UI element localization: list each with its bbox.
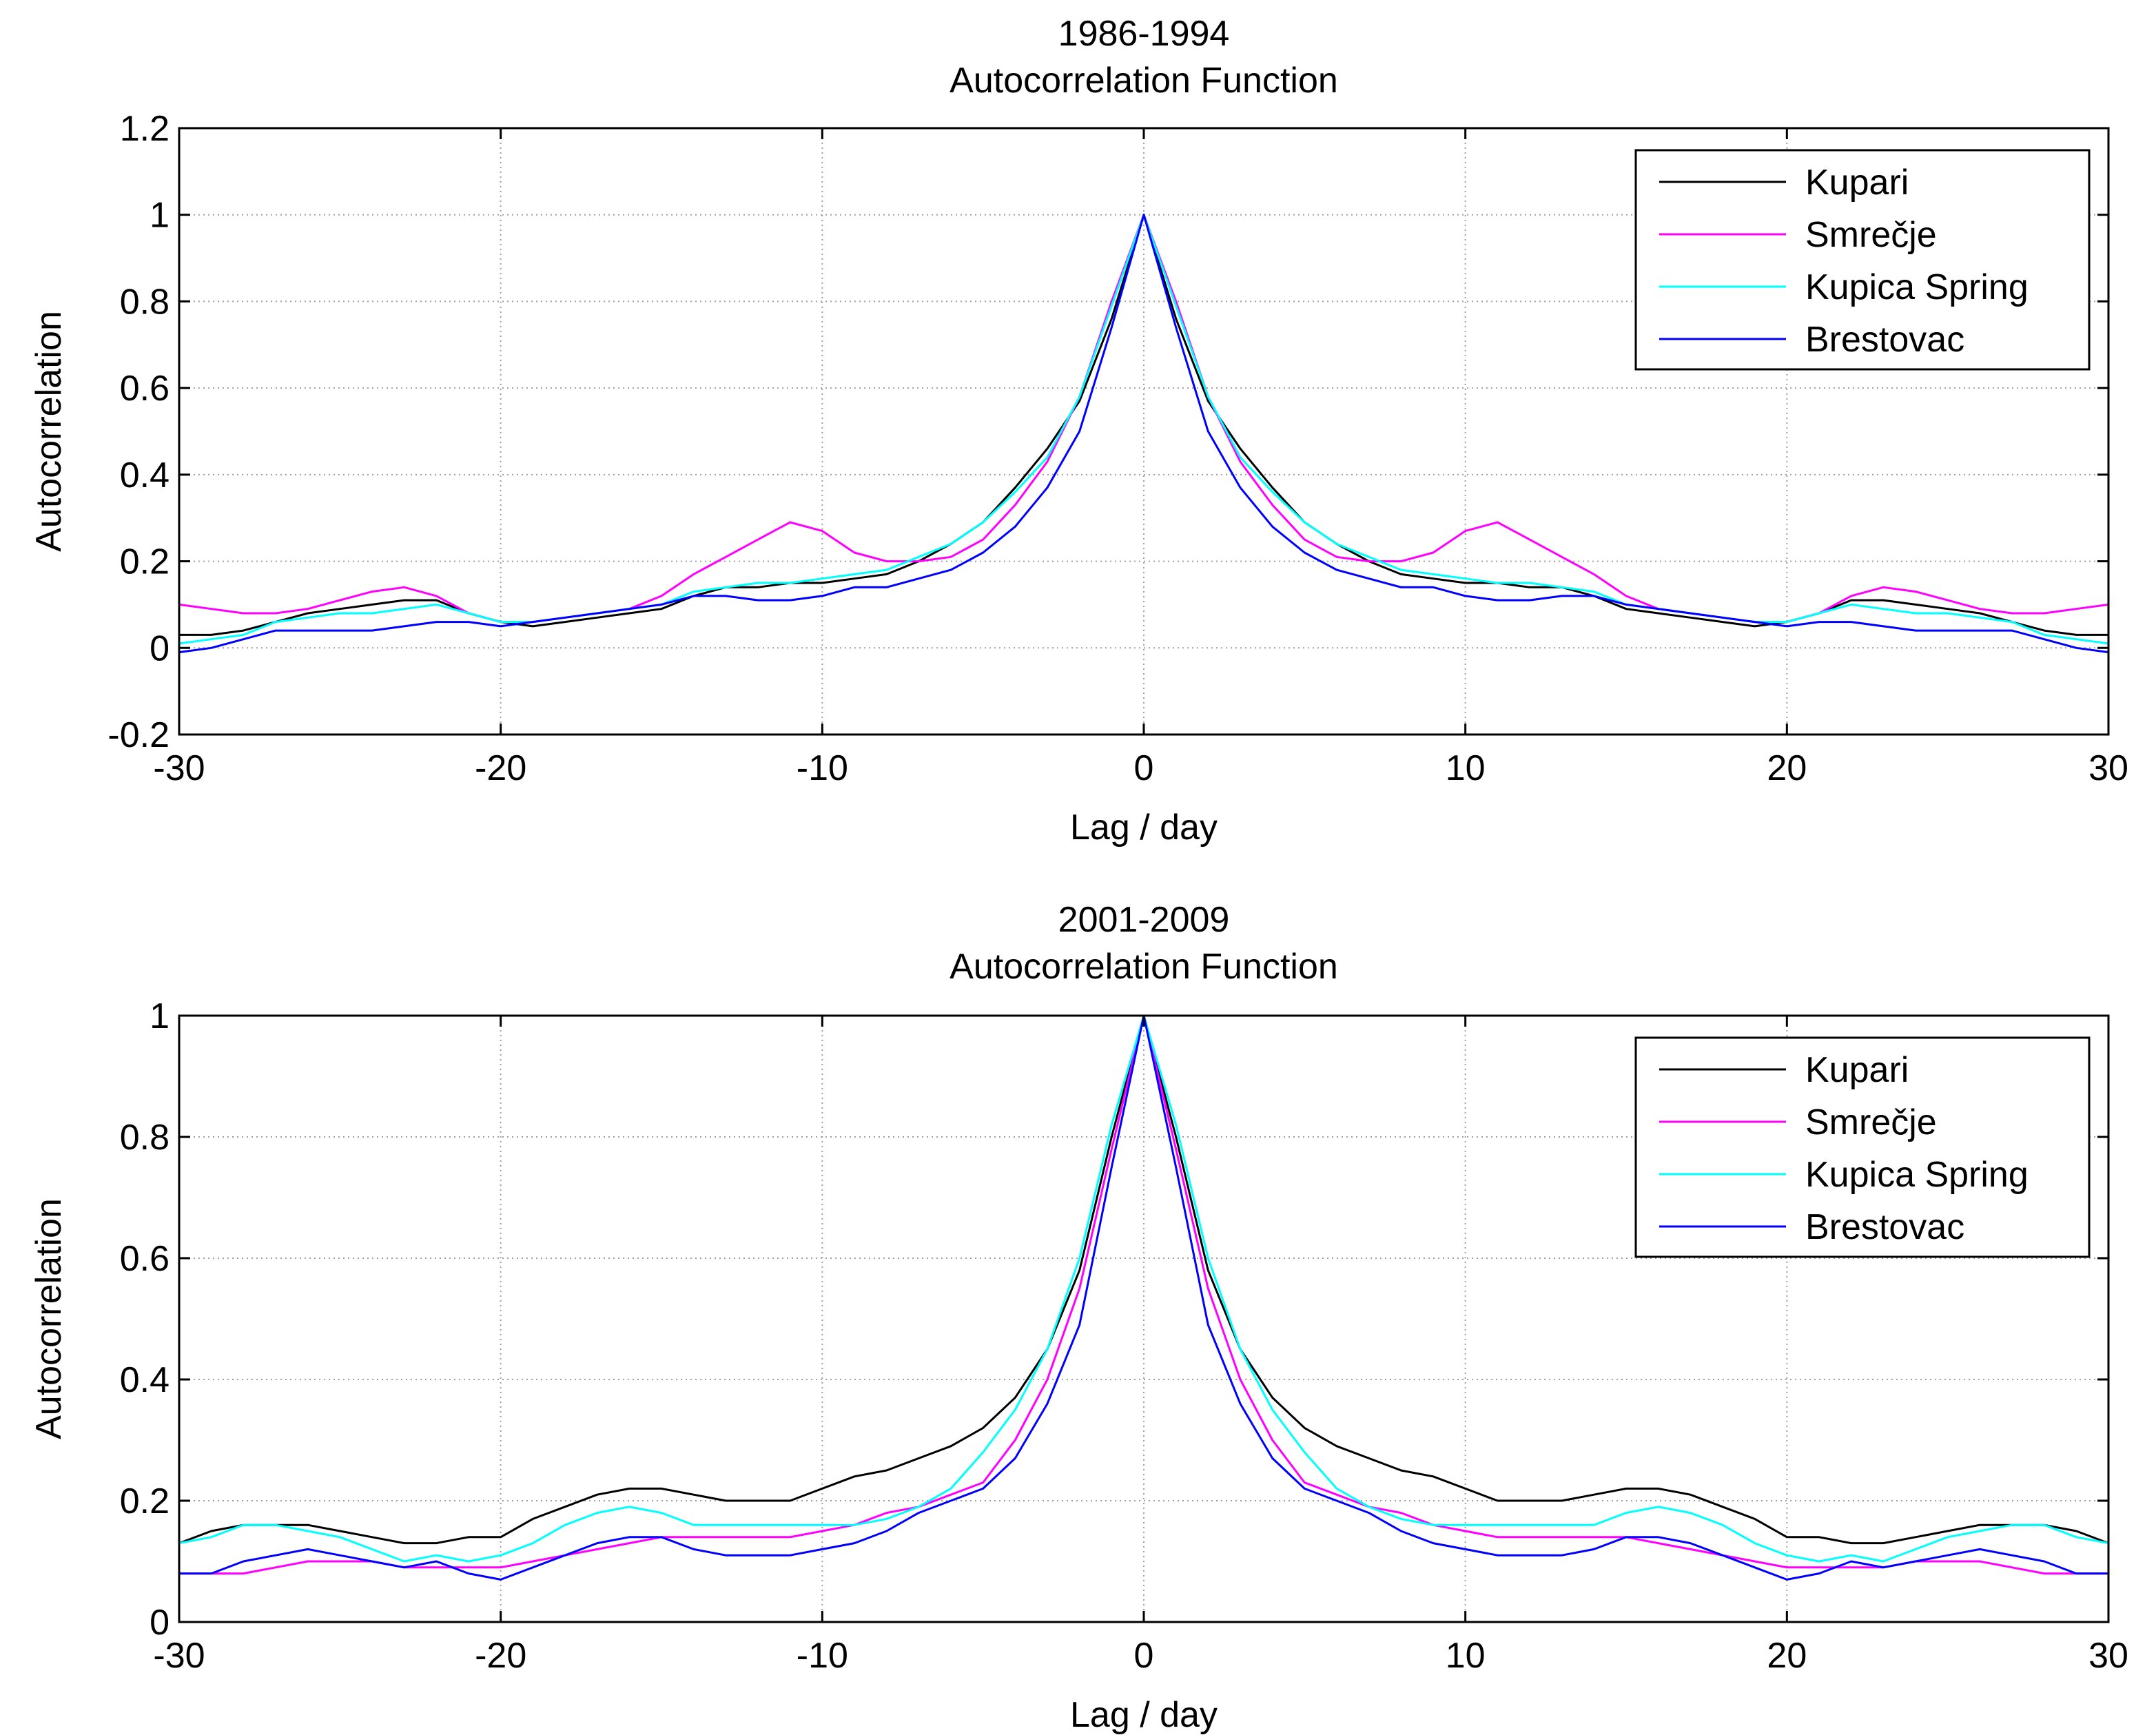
y-tick-label: -0.2	[107, 715, 170, 755]
chart-bottom: -30 -20 -10 0 10 20 30 0 0.2 0.4 0.6 0.8 1 2001-2009…	[29, 900, 2128, 1735]
chart-top: -30 -20 -10 0 10 20 30 -0.2 0 0.2 0.4 0.6 0.8 1 1.2 19…	[29, 14, 2128, 848]
y-tick-label: 0.6	[120, 1239, 170, 1279]
legend-label: Kupari	[1805, 163, 1909, 203]
chart-title-line-1: 2001-2009	[1058, 900, 1230, 940]
x-tick-label: 0	[1134, 748, 1154, 788]
legend-label: Smrečje	[1805, 1102, 1937, 1142]
x-tick-label: -10	[797, 748, 848, 788]
x-tick-label: -20	[475, 1636, 526, 1676]
chart-title-line-1: 1986-1994	[1058, 14, 1230, 54]
y-tick-label: 0.2	[120, 1481, 170, 1521]
y-tick-label: 0	[150, 628, 170, 668]
legend-label: Kupari	[1805, 1050, 1909, 1090]
legend-box	[1634, 149, 2091, 371]
x-tick-label: 10	[1446, 748, 1486, 788]
x-tick-label: 30	[2088, 748, 2128, 788]
chart-title-line-2: Autocorrelation Function	[949, 947, 1338, 987]
legend-box	[1634, 1036, 2091, 1258]
y-tick-label: 0.2	[120, 542, 170, 582]
x-tick-label: -30	[153, 1636, 205, 1676]
y-tick-label: 0.6	[120, 369, 170, 409]
y-tick-label: 0.8	[120, 282, 170, 322]
legend-label: Brestovac	[1805, 320, 1964, 360]
y-axis-label: Autocorrelation	[29, 1198, 69, 1439]
y-tick-label: 0.8	[120, 1118, 170, 1158]
ticks: -30 -20 -10 0 10 20 30 0 0.2 0.4 0.6 0.8 1	[120, 996, 2128, 1676]
legend-label: Kupica Spring	[1805, 1155, 2029, 1195]
ticks: -30 -20 -10 0 10 20 30 -0.2 0 0.2 0.4 0.6 0.8 1 1.2	[107, 109, 2128, 788]
legend-label: Brestovac	[1805, 1207, 1964, 1247]
x-tick-label: 10	[1446, 1636, 1486, 1676]
y-tick-label: 0	[150, 1603, 170, 1643]
x-tick-label: 0	[1134, 1636, 1154, 1676]
y-tick-label: 1	[150, 996, 170, 1036]
legend: Kupari Smrečje Kupica Spring Brestovac	[1634, 149, 2091, 371]
x-axis-label: Lag / day	[1070, 1695, 1218, 1735]
x-tick-label: -30	[153, 748, 205, 788]
chart-title-line-2: Autocorrelation Function	[949, 61, 1338, 101]
y-tick-label: 1	[150, 196, 170, 236]
legend: Kupari Smrečje Kupica Spring Brestovac	[1634, 1036, 2091, 1258]
x-tick-label: 20	[1767, 1636, 1807, 1676]
legend-label: Smrečje	[1805, 215, 1937, 255]
y-axis-label: Autocorrelation	[29, 311, 69, 552]
x-tick-label: 30	[2088, 1636, 2128, 1676]
legend-label: Kupica Spring	[1805, 267, 2029, 307]
y-tick-label: 0.4	[120, 455, 170, 495]
series-lines	[178, 214, 2109, 654]
series-line-brestovac	[178, 214, 2109, 654]
x-tick-label: 20	[1767, 748, 1807, 788]
y-tick-label: 0.4	[120, 1360, 170, 1400]
x-axis-label: Lag / day	[1070, 808, 1218, 848]
grid	[179, 1016, 2108, 1622]
x-tick-label: -10	[797, 1636, 848, 1676]
y-tick-label: 1.2	[120, 109, 170, 149]
x-tick-label: -20	[475, 748, 526, 788]
